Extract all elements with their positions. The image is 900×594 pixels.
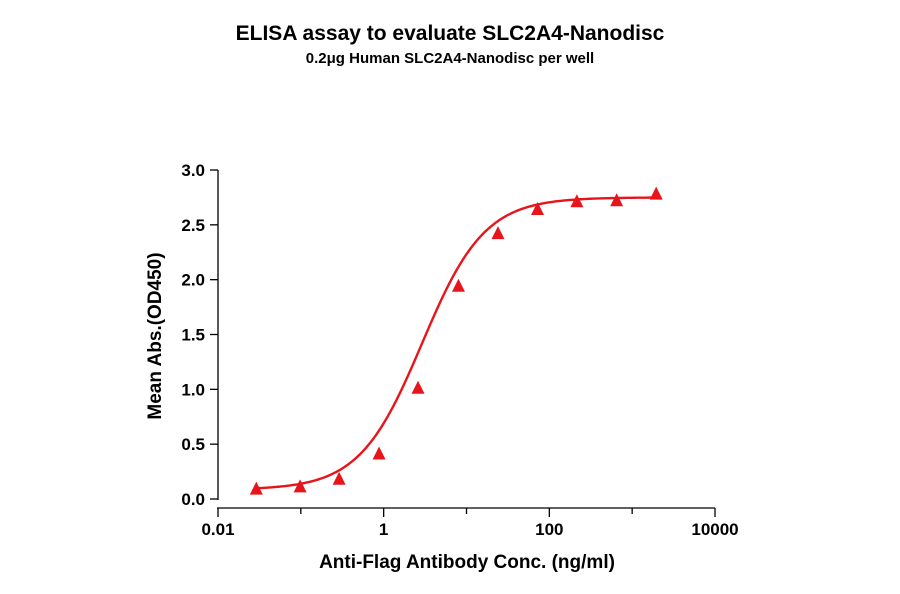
data-point-marker [570, 194, 584, 208]
x-tick-label: 1 [379, 520, 388, 539]
y-tick-label: 3.0 [181, 161, 205, 180]
data-point-marker [649, 186, 663, 200]
data-point-marker [411, 380, 425, 394]
axes: 0.0 0.5 1.0 1.5 2.0 2.5 3.0 0.01 1 100 10000 [181, 161, 738, 539]
y-tick-label: 1.0 [181, 380, 205, 399]
x-tick-label: 10000 [691, 520, 738, 539]
fit-curve [256, 196, 657, 490]
data-points [249, 186, 663, 495]
y-tick-label: 1.5 [181, 326, 205, 345]
data-point-marker [531, 201, 545, 215]
data-point-marker [249, 481, 263, 495]
data-point-marker [332, 471, 346, 485]
chart-title: ELISA assay to evaluate SLC2A4-Nanodisc [235, 22, 665, 45]
data-point-marker [451, 278, 465, 292]
data-point-marker [491, 226, 505, 240]
y-tick-label: 2.5 [181, 216, 205, 235]
axis-labels: Anti-Flag Antibody Conc. (ng/ml) Mean Ab… [145, 252, 615, 573]
y-tick-label: 0.5 [181, 435, 205, 454]
fit-curve-group [256, 196, 657, 490]
y-axis-label: Mean Abs.(OD450) [145, 252, 166, 419]
data-point-marker [293, 479, 307, 493]
x-tick-label: 100 [535, 520, 563, 539]
data-point-marker [372, 446, 386, 460]
data-point-marker [610, 193, 624, 207]
chart-subtitle: 0.2μg Human SLC2A4-Nanodisc per well [305, 50, 595, 67]
x-axis-label: Anti-Flag Antibody Conc. (ng/ml) [319, 552, 615, 573]
y-tick-label: 0.0 [181, 490, 205, 509]
y-tick-label: 2.0 [181, 271, 205, 290]
x-tick-label: 0.01 [201, 520, 234, 539]
